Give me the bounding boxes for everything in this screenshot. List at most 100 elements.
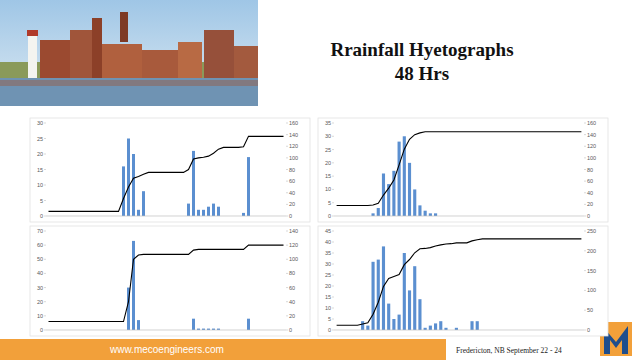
tick-label: 0 xyxy=(587,327,590,333)
bar xyxy=(377,208,380,216)
tick-mark xyxy=(332,189,334,190)
tick-mark xyxy=(584,192,586,193)
bar xyxy=(439,321,442,330)
tick-label: 100 xyxy=(587,287,596,293)
tick-mark xyxy=(286,134,288,135)
tick-label: 40 xyxy=(289,190,295,196)
tick-mark xyxy=(584,157,586,158)
bar xyxy=(192,319,195,330)
tick-label: 120 xyxy=(289,242,298,248)
website: www.mecoengineers.com xyxy=(109,344,224,355)
bar xyxy=(408,290,411,330)
tick-label: 60 xyxy=(289,285,295,291)
tick-label: 160 xyxy=(587,120,596,126)
chart: 010203040506070020406080100120140 xyxy=(30,226,310,336)
tick-label: 20 xyxy=(289,313,295,319)
bar xyxy=(476,321,479,330)
bar xyxy=(429,326,432,330)
tick-label: 0 xyxy=(328,327,331,333)
tick-mark xyxy=(44,245,46,246)
tick-label: 25 xyxy=(325,272,331,278)
tick-label: 0 xyxy=(328,213,331,219)
tick-label: 40 xyxy=(289,299,295,305)
photo-building xyxy=(120,12,128,42)
bar xyxy=(398,142,401,216)
tick-label: 25 xyxy=(37,136,43,142)
line xyxy=(337,239,582,325)
tick-mark xyxy=(286,273,288,274)
bar xyxy=(132,241,135,330)
bar xyxy=(372,213,375,216)
bar xyxy=(187,204,190,216)
x-axis xyxy=(46,330,286,331)
tick-mark xyxy=(286,169,288,170)
photo-building xyxy=(142,50,178,78)
photo-reflection xyxy=(0,80,258,86)
x-axis xyxy=(46,216,286,217)
photo-building xyxy=(178,42,202,78)
tick-label: 30 xyxy=(325,133,331,139)
bar xyxy=(132,154,135,216)
tick-label: 80 xyxy=(587,167,593,173)
tick-mark xyxy=(286,245,288,246)
tick-mark xyxy=(584,123,586,124)
tick-mark xyxy=(332,162,334,163)
tick-mark xyxy=(332,275,334,276)
tick-label: 20 xyxy=(325,283,331,289)
plot-area xyxy=(337,239,582,330)
tick-label: 20 xyxy=(289,201,295,207)
tick-mark xyxy=(44,169,46,170)
plot-area xyxy=(337,132,582,216)
photo-building xyxy=(204,30,234,78)
tick-mark xyxy=(286,123,288,124)
tick-mark xyxy=(44,185,46,186)
bar xyxy=(122,166,125,216)
bar xyxy=(413,266,416,330)
bar xyxy=(434,323,437,330)
tick-label: 60 xyxy=(289,178,295,184)
tick-label: 0 xyxy=(40,213,43,219)
tick-label: 100 xyxy=(289,256,298,262)
tick-mark xyxy=(584,330,586,331)
plot-area xyxy=(49,241,284,330)
tick-mark xyxy=(584,216,586,217)
background xyxy=(0,0,640,360)
bar xyxy=(242,213,245,216)
title: 48 Hrs xyxy=(395,63,449,84)
tick-mark xyxy=(44,287,46,288)
tick-label: 120 xyxy=(587,143,596,149)
tick-label: 20 xyxy=(37,151,43,157)
tick-label: 40 xyxy=(587,190,593,196)
tick-mark xyxy=(44,231,46,232)
tick-label: 10 xyxy=(325,186,331,192)
chart-frame xyxy=(318,118,608,222)
tick-label: 140 xyxy=(289,132,298,138)
tick-mark xyxy=(584,290,586,291)
bar xyxy=(418,205,421,216)
photo-water xyxy=(0,78,258,106)
tick-mark xyxy=(584,310,586,311)
tick-label: 20 xyxy=(587,201,593,207)
photo-lighthouse-top xyxy=(27,30,38,36)
tick-label: 35 xyxy=(325,120,331,126)
bar xyxy=(247,319,250,330)
tick-mark xyxy=(286,204,288,205)
tick-mark xyxy=(44,138,46,139)
bar xyxy=(392,319,395,330)
tick-mark xyxy=(332,123,334,124)
tick-mark xyxy=(332,286,334,287)
photo-sky xyxy=(0,0,258,106)
tick-label: 60 xyxy=(587,178,593,184)
bar xyxy=(377,260,380,330)
chart-frame xyxy=(30,226,310,336)
bar xyxy=(434,213,437,216)
x-axis xyxy=(334,216,584,217)
tick-mark xyxy=(332,136,334,137)
tick-mark xyxy=(584,270,586,271)
tick-label: 15 xyxy=(37,167,43,173)
chart: 051015202530020406080100120140160 xyxy=(30,118,310,222)
tick-label: 5 xyxy=(40,198,43,204)
photo-building xyxy=(234,46,258,78)
tick-mark xyxy=(584,134,586,135)
tick-mark xyxy=(286,192,288,193)
